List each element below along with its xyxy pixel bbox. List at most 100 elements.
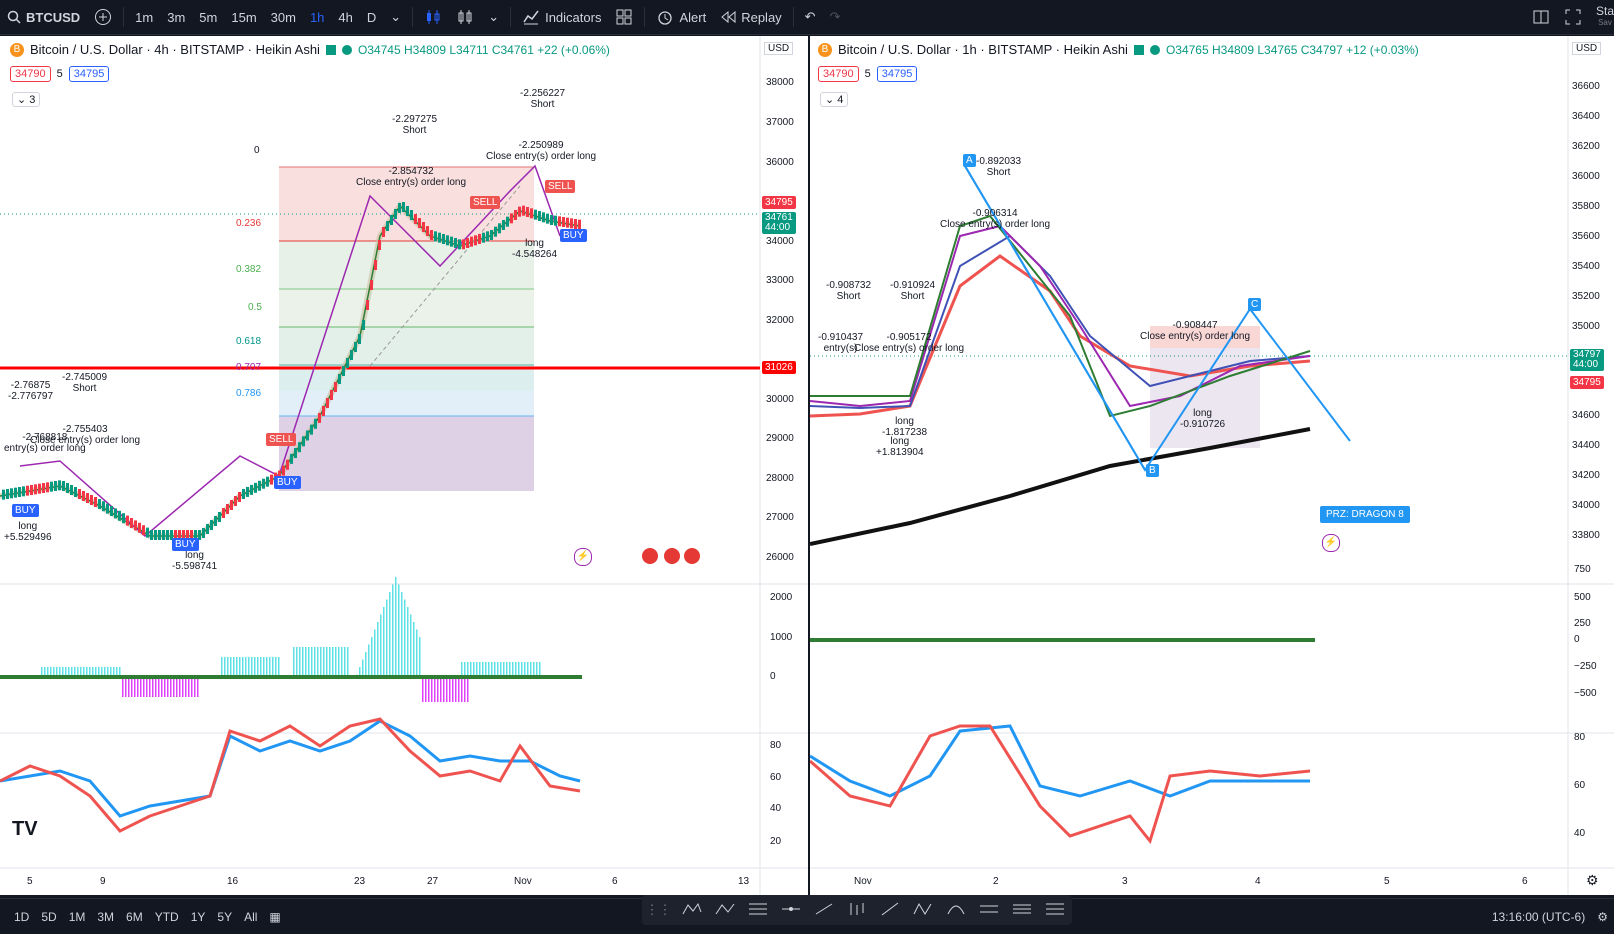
buy-price[interactable]: 34795 xyxy=(68,66,110,82)
range-1M[interactable]: 1M xyxy=(68,909,86,924)
annotation-sub: Short xyxy=(836,291,861,302)
calendar-icon: ▦ xyxy=(269,909,281,924)
candle xyxy=(398,203,401,213)
annotation-close-1: -2.250989 Close entry(s) order long xyxy=(486,140,596,162)
horizontal-line-tool[interactable] xyxy=(779,900,803,920)
bars-pattern-tool[interactable] xyxy=(845,900,869,920)
xabcd-pattern-tool[interactable] xyxy=(680,900,704,920)
path-tool[interactable] xyxy=(911,900,935,920)
range-3M[interactable]: 3M xyxy=(97,909,115,924)
range-5D[interactable]: 5D xyxy=(41,909,57,924)
interval-1h[interactable]: 1h xyxy=(309,9,325,25)
histogram-bar xyxy=(455,677,457,702)
histogram-bar xyxy=(506,662,508,677)
fib-tool[interactable] xyxy=(746,900,770,920)
right-chart-pane[interactable]: B Bitcoin / U.S. Dollar · 1h · BITSTAMP … xyxy=(810,36,1614,895)
interval-5m[interactable]: 5m xyxy=(199,9,218,25)
trend-line-tool[interactable] xyxy=(812,900,836,920)
interval-dropdown[interactable]: ⌄ xyxy=(383,0,408,34)
osc-tick: 1000 xyxy=(770,632,793,643)
candle-type-button[interactable] xyxy=(417,0,449,34)
sell-price[interactable]: 34790 xyxy=(10,66,51,82)
drag-handle[interactable]: ⋮⋮ xyxy=(646,900,672,920)
left-chart-canvas xyxy=(0,36,808,895)
undo-button[interactable]: ↶ xyxy=(798,0,823,34)
range-5Y[interactable]: 5Y xyxy=(217,909,233,924)
histogram-bar xyxy=(512,662,514,677)
channel-tool[interactable] xyxy=(977,900,1001,920)
histogram-bar xyxy=(497,662,499,677)
lightning-event-icon[interactable]: ⚡ xyxy=(1322,534,1340,552)
alert-button[interactable]: Alert xyxy=(649,0,713,34)
interval-30m[interactable]: 30m xyxy=(270,9,296,25)
save-menu[interactable]: Sta Sav xyxy=(1589,0,1614,34)
right-indicator-toggle[interactable]: ⌄ 4 xyxy=(820,92,849,107)
settings-button[interactable]: ⚙ xyxy=(1591,910,1614,924)
candle xyxy=(510,213,513,224)
right-currency-badge[interactable]: USD xyxy=(1572,42,1602,55)
range-All[interactable]: All xyxy=(244,909,258,924)
histogram-bar xyxy=(500,662,502,677)
buy-price[interactable]: 34795 xyxy=(876,66,918,82)
replay-button[interactable]: Replay xyxy=(713,0,788,34)
left-currency-badge[interactable]: USD xyxy=(764,42,794,55)
bars-type-button[interactable] xyxy=(449,0,481,34)
histogram-bar xyxy=(326,647,328,677)
left-indicator-toggle[interactable]: ⌄ 3 xyxy=(12,92,41,107)
us-flag-icon[interactable] xyxy=(642,548,658,564)
clock[interactable]: 13:16:00 (UTC-6) xyxy=(1491,909,1586,924)
histogram-bar xyxy=(359,667,361,677)
layout-button[interactable] xyxy=(608,0,640,34)
histogram-bar xyxy=(62,667,64,677)
annotation-sub: entry(s) order long xyxy=(4,443,86,454)
range-6M[interactable]: 6M xyxy=(126,909,143,924)
histogram-bar xyxy=(503,662,505,677)
range-1D[interactable]: 1D xyxy=(14,909,30,924)
sell-price[interactable]: 34790 xyxy=(818,66,859,82)
chevron-down-icon: ⌄ xyxy=(390,9,402,24)
histogram-bar xyxy=(341,647,343,677)
candle xyxy=(250,484,253,495)
lightning-event-icon[interactable]: ⚡ xyxy=(574,548,592,566)
indicators-button[interactable]: Indicators xyxy=(515,0,608,34)
annotation-value: -2.854732 xyxy=(388,166,434,177)
rewind-icon xyxy=(720,10,736,24)
menu-tool[interactable] xyxy=(1043,900,1067,920)
fullscreen-button[interactable] xyxy=(1557,0,1589,34)
range-1Y[interactable]: 1Y xyxy=(190,909,206,924)
left-chart-pane[interactable]: B Bitcoin / U.S. Dollar · 4h · BITSTAMP … xyxy=(0,36,808,895)
interval-1m[interactable]: 1m xyxy=(135,9,154,25)
us-flag-icon[interactable] xyxy=(664,548,680,564)
us-flag-icon[interactable] xyxy=(684,548,700,564)
histogram-bar xyxy=(305,647,307,677)
fib-label-0: 0 xyxy=(254,145,260,156)
interval-15m[interactable]: 15m xyxy=(231,9,257,25)
histogram-bar xyxy=(272,657,274,677)
save-label: Sta xyxy=(1595,4,1614,18)
redo-button[interactable]: ↷ xyxy=(823,0,848,34)
compare-button[interactable] xyxy=(87,0,119,34)
candle xyxy=(162,530,165,540)
abc-pattern-tool[interactable] xyxy=(713,900,737,920)
price-tick: 34000 xyxy=(766,236,794,247)
ray-tool[interactable] xyxy=(878,900,902,920)
chart-type-dropdown[interactable]: ⌄ xyxy=(481,0,506,34)
interval-4h[interactable]: 4h xyxy=(338,9,353,25)
date-range-button[interactable]: ▦ xyxy=(263,910,286,924)
symbol-search[interactable]: BTCUSD xyxy=(0,0,87,34)
histogram-bar xyxy=(407,607,409,677)
histogram-bar xyxy=(317,647,319,677)
candle xyxy=(282,465,285,476)
histogram-bar xyxy=(167,677,169,697)
split-layout-button[interactable] xyxy=(1525,0,1557,34)
histogram-bar xyxy=(254,657,256,677)
annotation-value: -0.910726 xyxy=(1180,419,1226,430)
interval-D[interactable]: D xyxy=(366,9,377,25)
arc-tool[interactable] xyxy=(944,900,968,920)
range-YTD[interactable]: YTD xyxy=(154,909,179,924)
chart-settings-button[interactable]: ⚙ xyxy=(1586,872,1602,888)
candle xyxy=(14,487,17,498)
pitchfork-tool[interactable] xyxy=(1010,900,1034,920)
histogram-bar xyxy=(53,667,55,677)
interval-3m[interactable]: 3m xyxy=(167,9,186,25)
